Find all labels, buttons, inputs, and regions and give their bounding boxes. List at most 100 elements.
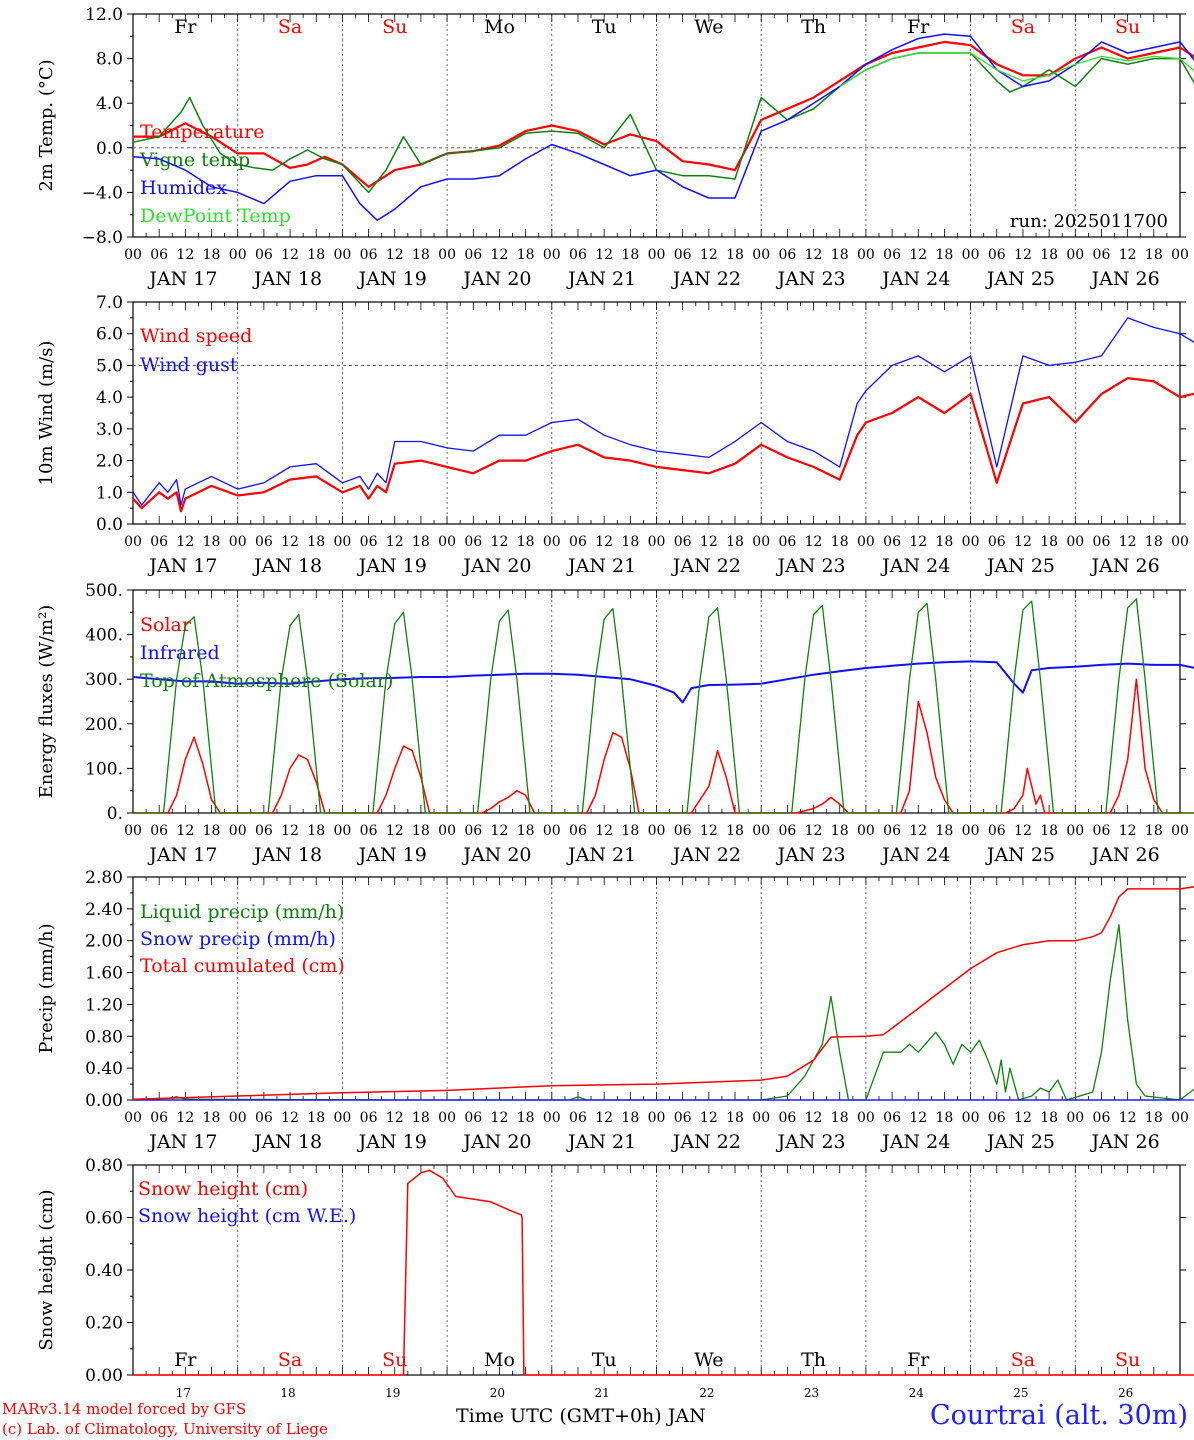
panel4-hour-label: 18 [621,1110,639,1126]
panel1-hour-label: 00 [648,247,666,263]
panel4-y-tick-label: 2.40 [85,900,123,920]
panel2-hour-label: 12 [700,534,718,550]
panel3-hour-label: 00 [962,823,980,839]
panel2-hour-label: 12 [1014,534,1032,550]
panel2-hour-label: 18 [412,534,430,550]
panel2-hour-label: 00 [124,534,142,550]
panel3-y-tick-label: 200. [85,715,123,735]
panel3-hour-label: 00 [124,823,142,839]
panel2-hour-label: 06 [255,534,273,550]
panel4-hour-label: 18 [1145,1110,1163,1126]
panel1-day-name: Sa [278,16,302,38]
panel2-hour-label: 06 [988,534,1006,550]
panel2-hour-label: 00 [543,534,561,550]
panel2-date-label: JAN 18 [252,555,322,577]
panel3-hour-label: 06 [778,823,796,839]
panel4-date-label: JAN 18 [252,1131,322,1153]
panel4-y-tick-label: 1.20 [85,995,123,1015]
panel5-date-label: 19 [385,1386,400,1400]
panel2-hour-label: 12 [176,534,194,550]
panel4-hour-label: 12 [1119,1110,1137,1126]
panel1-hour-label: 00 [962,247,980,263]
panel3-hour-label: 12 [1119,823,1137,839]
panel4-hour-label: 00 [1066,1110,1084,1126]
panel2-hour-label: 00 [962,534,980,550]
panel1-hour-label: 00 [333,247,351,263]
panel3-y-tick-label: 500. [85,581,123,601]
panel1-date-label: JAN 26 [1090,268,1160,290]
panel1-y-tick-label: −8.0 [82,228,123,248]
panel2-hour-label: 12 [805,534,823,550]
panel1-day-name: Th [801,16,826,38]
panel4-hour-label: 12 [491,1110,509,1126]
panel4-series-1-line [132,924,1194,1101]
panel3-date-label: JAN 21 [566,844,636,866]
panel5-date-label: 23 [804,1386,819,1400]
panel4-hour-label: 12 [176,1110,194,1126]
panel1-y-tick-label: 4.0 [96,94,123,114]
panel1-day-name: Fr [907,16,930,38]
panel2-date-label: JAN 17 [147,555,217,577]
panel3-y-axis-title: Energy fluxes (W/m²) [36,605,57,799]
panel1-date-label: JAN 22 [671,268,741,290]
panel1-hour-label: 18 [1145,247,1163,263]
panel3-hour-label: 00 [1171,823,1189,839]
panel2-y-tick-label: 1.0 [96,483,123,503]
panel2-legend-2: Wind gust [140,354,238,376]
panel1-hour-label: 06 [1093,247,1111,263]
panel4-date-label: JAN 21 [566,1131,636,1153]
panel2-date-label: JAN 22 [671,555,741,577]
panel1-legend-4: DewPoint Temp [140,205,291,227]
panel5-y-tick-label: 0.60 [85,1209,123,1229]
panel1-hour-label: 06 [674,247,692,263]
panel3-y-tick-label: 0. [107,804,123,824]
panel2-hour-label: 00 [648,534,666,550]
panel1-hour-label: 12 [176,247,194,263]
panel3-hour-label: 06 [150,823,168,839]
panel5-date-label: 26 [1118,1386,1133,1400]
panel2-hour-label: 12 [281,534,299,550]
panel1-series-1-line [133,40,1194,188]
panel1-hour-label: 06 [569,247,587,263]
model-credit: MARv3.14 model forced by GFS [2,1400,247,1418]
panel4-hour-label: 00 [543,1110,561,1126]
panel1-hour-label: 00 [1171,247,1189,263]
panel5-series-1-line [133,1169,1194,1376]
panel4-hour-label: 06 [150,1110,168,1126]
panel3-hour-label: 06 [464,823,482,839]
panel3-hour-label: 18 [621,823,639,839]
panel5-y-axis-title: Snow height (cm) [36,1189,57,1350]
panel3-hour-label: 12 [700,823,718,839]
panel4-y-tick-label: 0.40 [85,1059,123,1079]
panel5-date-label: 18 [280,1386,295,1400]
panel4-hour-label: 12 [1014,1110,1032,1126]
panel5-date-label: 22 [699,1386,714,1400]
panel4-y-tick-label: 2.80 [85,868,123,888]
panel4-hour-label: 06 [1093,1110,1111,1126]
panel2-hour-label: 00 [857,534,875,550]
panel5-day-name: We [694,1349,723,1371]
panel3-hour-label: 06 [360,823,378,839]
panel3-date-label: JAN 24 [880,844,950,866]
panel3-hour-label: 18 [412,823,430,839]
panel1-y-axis-title: 2m Temp. (°C) [36,59,57,191]
panel3-hour-label: 00 [857,823,875,839]
panel1-hour-label: 18 [517,247,535,263]
panel5-date-label: 20 [490,1386,505,1400]
panel4-hour-label: 18 [517,1110,535,1126]
panel1-hour-label: 18 [203,247,221,263]
panel2-hour-label: 00 [333,534,351,550]
panel1-hour-label: 00 [1066,247,1084,263]
panel1-hour-label: 00 [857,247,875,263]
panel1-hour-label: 18 [412,247,430,263]
panel1-hour-label: 12 [386,247,404,263]
panel4-hour-label: 00 [962,1110,980,1126]
panel1-y-tick-label: 12.0 [85,5,123,25]
panel3-y-tick-label: 100. [85,759,123,779]
panel1-hour-label: 06 [988,247,1006,263]
panel5-day-name: Tu [592,1349,617,1371]
panel3-hour-label: 00 [333,823,351,839]
panel2-hour-label: 06 [360,534,378,550]
panel2-y-tick-label: 6.0 [96,325,123,345]
